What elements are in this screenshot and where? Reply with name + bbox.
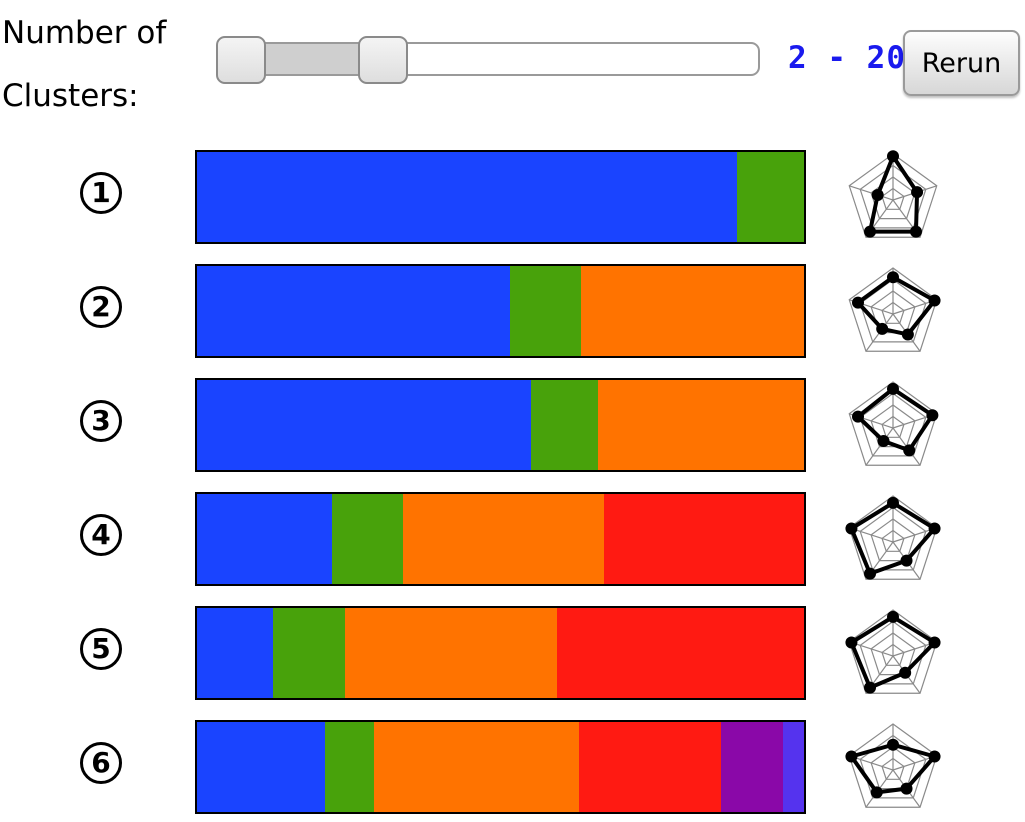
cluster-composition-bar[interactable] [195, 264, 806, 358]
radar-chart-icon [848, 267, 941, 352]
bar-segment-blue [197, 266, 510, 356]
cluster-composition-bar[interactable] [195, 492, 806, 586]
bar-segment-red [603, 494, 804, 584]
cluster-range-slider[interactable] [216, 36, 760, 84]
cluster-number-badge: 6 [80, 742, 122, 784]
bar-segment-purple [721, 722, 783, 812]
bar-segment-orange [373, 722, 579, 812]
bar-segment-orange [345, 608, 557, 698]
rerun-button[interactable]: Rerun [903, 30, 1020, 96]
bar-segment-green [530, 380, 598, 470]
bar-segment-orange [581, 266, 804, 356]
cluster-row: 2 [0, 264, 1025, 358]
bar-segment-indigo [782, 722, 804, 812]
cluster-range-value: 2 - 20 [788, 40, 906, 76]
bar-segment-green [737, 152, 804, 242]
bar-segment-green [331, 494, 404, 584]
cluster-count-label: Number of Clusters: [2, 15, 167, 114]
cluster-composition-bar[interactable] [195, 720, 806, 814]
cluster-number-badge: 1 [80, 172, 122, 214]
cluster-composition-bar[interactable] [195, 150, 806, 244]
radar-chart-icon [845, 609, 941, 694]
bar-segment-blue [197, 494, 332, 584]
cluster-composition-bar[interactable] [195, 606, 806, 700]
bar-segment-blue [197, 380, 531, 470]
cluster-row: 5 [0, 606, 1025, 700]
radar-chart-icon [845, 723, 941, 808]
slider-max-handle[interactable] [358, 36, 408, 84]
radar-chart-icon [848, 381, 939, 466]
bar-segment-green [509, 266, 582, 356]
cluster-number-badge: 4 [80, 514, 122, 556]
cluster-row: 3 [0, 378, 1025, 472]
radar-chart-icon [848, 150, 938, 238]
cluster-row: 6 [0, 720, 1025, 814]
cluster-row: 4 [0, 492, 1025, 586]
radar-chart-icon [845, 495, 941, 580]
bar-segment-red [578, 722, 722, 812]
cluster-number-badge: 5 [80, 628, 122, 670]
cluster-composition-bar[interactable] [195, 378, 806, 472]
slider-min-handle[interactable] [216, 36, 266, 84]
bar-segment-green [273, 608, 346, 698]
bar-segment-red [556, 608, 804, 698]
cluster-row: 1 [0, 150, 1025, 244]
cluster-number-badge: 2 [80, 286, 122, 328]
bar-segment-orange [597, 380, 804, 470]
bar-segment-blue [197, 152, 738, 242]
cluster-number-badge: 3 [80, 400, 122, 442]
bar-segment-green [325, 722, 374, 812]
bar-segment-orange [403, 494, 604, 584]
bar-segment-blue [197, 722, 326, 812]
bar-segment-blue [197, 608, 274, 698]
